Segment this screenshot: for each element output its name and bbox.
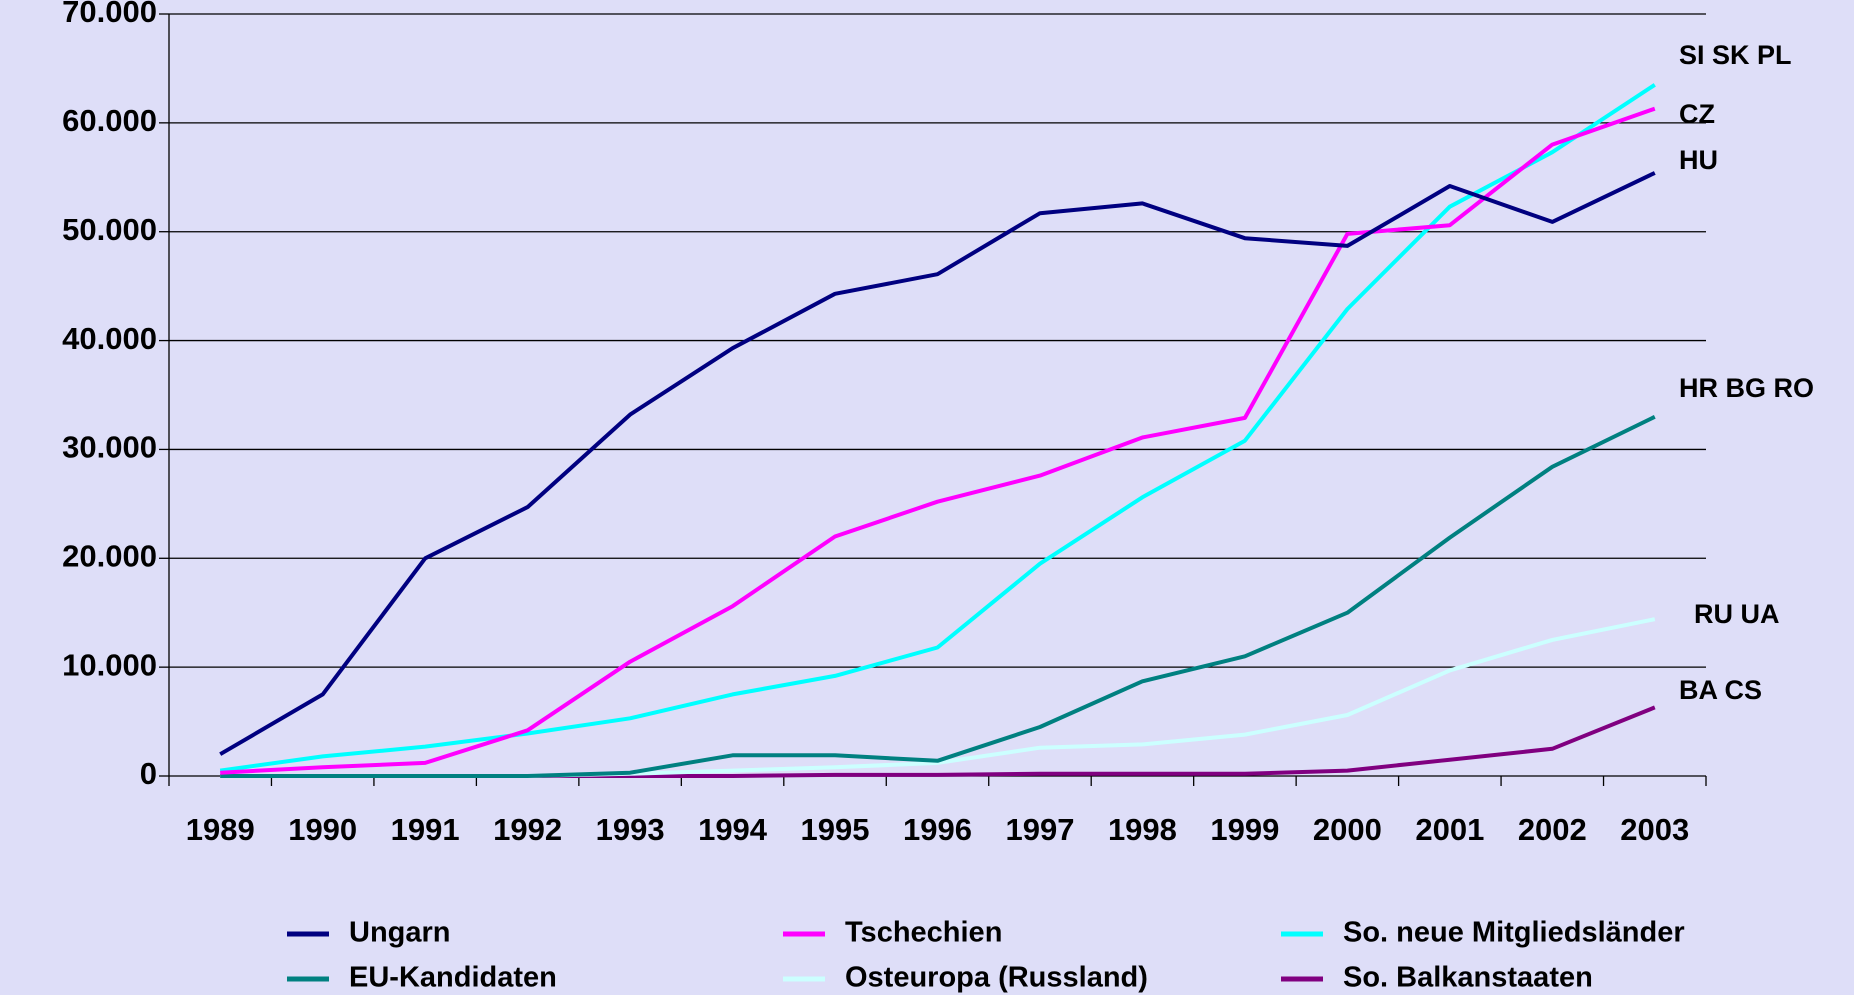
y-tick-label: 60.000 (62, 103, 157, 138)
x-tick-label: 1995 (801, 812, 870, 847)
series-line (220, 106, 1656, 775)
y-tick-label: 70.000 (62, 0, 157, 29)
x-tick-label: 1997 (1005, 812, 1074, 847)
legend-label: Tschechien (845, 917, 1002, 949)
x-tick-label: 1996 (903, 812, 972, 847)
legend-label: EU-Kandidaten (349, 962, 557, 994)
annotation: HR BG RO (1679, 373, 1814, 403)
y-tick-label: 0 (140, 756, 157, 791)
series-line (219, 83, 1656, 773)
legend-label: Osteuropa (Russland) (845, 962, 1148, 994)
y-tick-label: 40.000 (62, 321, 157, 356)
legend-label: So. neue Mitgliedsländer (1343, 917, 1685, 949)
x-tick-label: 2002 (1518, 812, 1587, 847)
annotation: HU (1679, 145, 1718, 175)
x-tick-label: 2000 (1313, 812, 1382, 847)
series-line (219, 171, 1656, 756)
series-line (220, 705, 1656, 778)
x-tick-label: 1991 (391, 812, 460, 847)
x-tick-label: 1992 (493, 812, 562, 847)
x-tick-label: 2003 (1620, 812, 1689, 847)
x-tick-label: 1989 (186, 812, 255, 847)
annotation: SI SK PL (1679, 40, 1792, 70)
legend-label: So. Balkanstaaten (1343, 962, 1593, 994)
y-tick-label: 30.000 (62, 430, 157, 465)
annotation: BA CS (1679, 675, 1762, 705)
annotation: RU UA (1694, 599, 1780, 629)
y-tick-label: 50.000 (62, 212, 157, 247)
x-tick-label: 1998 (1108, 812, 1177, 847)
y-tick-label: 20.000 (62, 538, 157, 573)
series-line (220, 415, 1656, 778)
y-tick-label: 10.000 (62, 647, 157, 682)
x-tick-label: 1999 (1210, 812, 1279, 847)
x-tick-label: 2001 (1415, 812, 1484, 847)
x-tick-label: 1994 (698, 812, 768, 847)
legend-label: Ungarn (349, 917, 451, 949)
x-tick-label: 1993 (596, 812, 665, 847)
series-line (220, 617, 1656, 778)
annotation: CZ (1679, 99, 1715, 129)
x-tick-label: 1990 (288, 812, 357, 847)
